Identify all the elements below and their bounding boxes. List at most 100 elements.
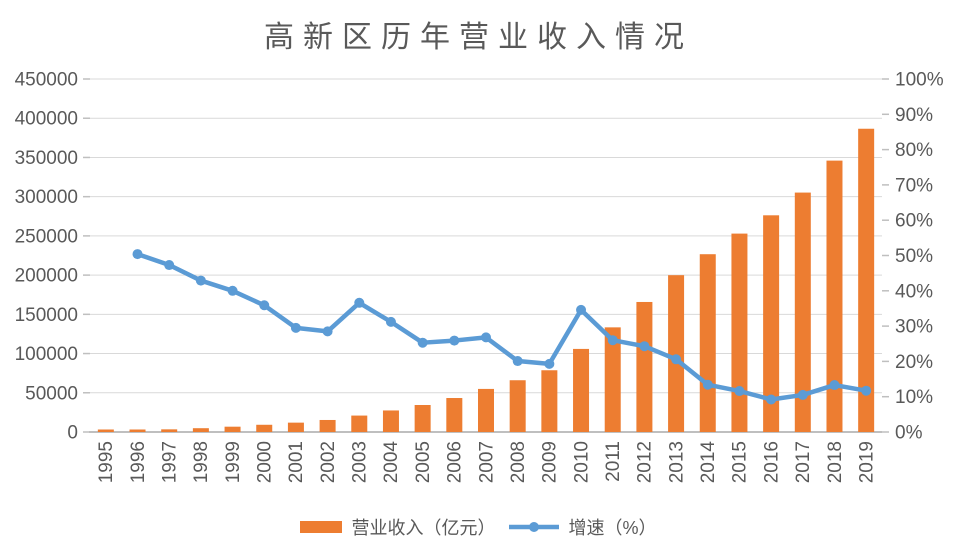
bar-1995[interactable] — [97, 429, 114, 433]
right-axis-label: 70% — [895, 175, 933, 196]
legend-label-revenue: 营业收入（亿元） — [351, 518, 496, 538]
bar-2003[interactable] — [351, 415, 368, 432]
right-axis-label: 100% — [895, 70, 944, 91]
x-axis-label-2018: 2018 — [825, 441, 846, 483]
growth-point-2009[interactable] — [544, 358, 555, 369]
bar-2008[interactable] — [509, 380, 526, 432]
bar-2010[interactable] — [573, 348, 590, 432]
growth-point-2008[interactable] — [512, 356, 523, 367]
bar-2004[interactable] — [382, 410, 399, 432]
chart-title: 高新区历年营业收入情况 — [264, 20, 693, 55]
bar-series-swatch-icon — [300, 521, 343, 533]
bar-2017[interactable] — [794, 192, 811, 432]
growth-point-2001[interactable] — [290, 322, 301, 333]
bar-2000[interactable] — [256, 424, 273, 432]
bar-2013[interactable] — [668, 275, 685, 432]
x-axis-label-2003: 2003 — [350, 441, 371, 483]
left-axis-label: 300000 — [15, 187, 78, 208]
growth-point-2004[interactable] — [385, 316, 396, 327]
bar-2015[interactable] — [731, 233, 748, 432]
legend-item-revenue[interactable]: 营业收入（亿元） — [300, 514, 495, 540]
bar-2005[interactable] — [414, 405, 431, 432]
x-axis-label-2007: 2007 — [476, 441, 497, 483]
x-axis-label-2016: 2016 — [761, 441, 782, 483]
growth-point-1997[interactable] — [164, 260, 175, 271]
growth-point-2013[interactable] — [671, 354, 682, 365]
x-axis-label-2009: 2009 — [540, 441, 561, 483]
x-axis-label-1998: 1998 — [191, 441, 212, 483]
growth-point-2007[interactable] — [481, 332, 491, 343]
growth-line[interactable] — [135, 251, 869, 402]
right-axis-label: 90% — [895, 105, 933, 126]
bar-2019[interactable] — [858, 128, 875, 432]
x-axis-label-2019: 2019 — [856, 441, 877, 483]
left-axis-label: 100000 — [15, 344, 78, 365]
left-axis-label: 450000 — [15, 70, 78, 91]
bar-2011[interactable] — [604, 327, 621, 432]
left-axis-label: 0 — [67, 423, 78, 444]
left-axis-label: 350000 — [15, 148, 78, 169]
growth-point-2018[interactable] — [829, 380, 840, 391]
right-axis-label: 40% — [895, 281, 933, 302]
growth-point-2014[interactable] — [702, 379, 713, 390]
growth-point-1998[interactable] — [195, 275, 206, 286]
x-axis-label-2004: 2004 — [381, 441, 402, 484]
x-axis-label-1995: 1995 — [96, 441, 117, 483]
growth-point-2011[interactable] — [607, 335, 618, 346]
x-axis-label-2017: 2017 — [793, 441, 814, 483]
bar-1998[interactable] — [192, 428, 209, 432]
x-axis-label-2005: 2005 — [413, 441, 434, 483]
bar-2009[interactable] — [541, 370, 558, 432]
x-axis-label-2013: 2013 — [666, 441, 687, 483]
growth-point-2002[interactable] — [322, 326, 333, 337]
x-axis-label-1999: 1999 — [223, 441, 244, 483]
x-axis-label-1997: 1997 — [159, 441, 180, 483]
bar-2007[interactable] — [478, 388, 494, 432]
growth-point-2000[interactable] — [259, 300, 270, 311]
growth-point-1999[interactable] — [227, 285, 238, 296]
bar-2016[interactable] — [763, 215, 780, 432]
growth-point-2017[interactable] — [797, 389, 808, 400]
x-axis-label-2011: 2011 — [603, 441, 624, 482]
bar-1996[interactable] — [129, 429, 146, 433]
x-axis-label-2015: 2015 — [730, 441, 751, 483]
right-axis-label: 0% — [895, 423, 923, 444]
line-series-swatch-icon — [509, 522, 560, 532]
right-axis-label: 20% — [895, 352, 933, 373]
growth-point-2005[interactable] — [417, 337, 428, 348]
growth-point-2016[interactable] — [766, 394, 777, 405]
x-axis-label-2012: 2012 — [635, 441, 656, 483]
bar-2001[interactable] — [287, 422, 304, 432]
x-axis-label-2002: 2002 — [318, 441, 339, 483]
left-axis-label: 250000 — [15, 226, 78, 247]
x-axis-label-1996: 1996 — [128, 441, 149, 483]
growth-point-2006[interactable] — [449, 335, 460, 346]
growth-point-2015[interactable] — [734, 386, 745, 397]
right-axis-label: 50% — [895, 246, 933, 267]
x-axis-label-2006: 2006 — [445, 441, 466, 483]
x-axis-label-2014: 2014 — [698, 441, 719, 484]
legend-label-growth: 增速（%） — [568, 518, 657, 538]
legend-item-growth[interactable]: 增速（%） — [509, 514, 657, 540]
bar-2002[interactable] — [319, 419, 336, 432]
bar-1999[interactable] — [224, 426, 241, 432]
x-axis-label-2010: 2010 — [571, 441, 592, 483]
bar-2012[interactable] — [636, 301, 653, 432]
x-axis-label-2008: 2008 — [508, 441, 529, 483]
bar-2018[interactable] — [826, 160, 843, 433]
bar-1997[interactable] — [161, 429, 178, 432]
right-axis-label: 80% — [895, 140, 933, 161]
growth-point-2019[interactable] — [861, 385, 872, 396]
right-axis-label: 30% — [895, 317, 933, 338]
right-axis-label: 10% — [895, 387, 933, 408]
bar-2006[interactable] — [446, 398, 463, 432]
growth-point-1996[interactable] — [132, 249, 143, 260]
growth-point-2003[interactable] — [354, 297, 365, 308]
legend: 营业收入（亿元） 增速（%） — [0, 514, 957, 540]
bar-2014[interactable] — [699, 254, 716, 432]
growth-point-2010[interactable] — [576, 304, 587, 315]
growth-point-2012[interactable] — [639, 341, 650, 352]
x-axis-label-2000: 2000 — [255, 441, 276, 483]
